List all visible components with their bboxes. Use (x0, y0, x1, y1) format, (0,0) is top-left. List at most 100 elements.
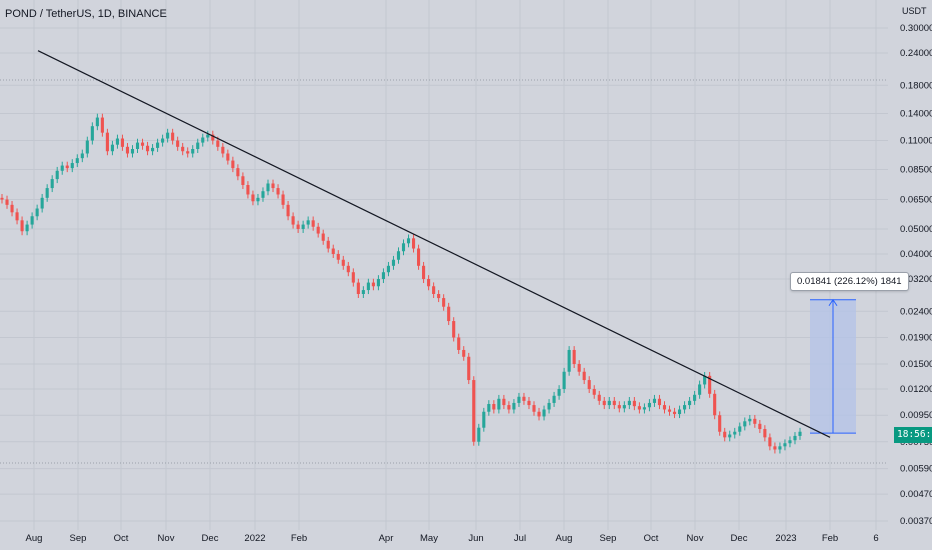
candle-body (647, 402, 651, 408)
candle-body (35, 208, 39, 217)
x-tick-label: 6 (873, 533, 878, 544)
x-tick-label: Aug (556, 533, 573, 544)
candle-body (351, 272, 355, 283)
currency-label: USDT (902, 6, 927, 16)
candle-body (145, 145, 150, 152)
candle-body (547, 402, 551, 410)
candle-body (743, 421, 747, 427)
x-tick-label: Feb (291, 533, 307, 544)
candle-body (216, 140, 220, 147)
candle-body (361, 290, 365, 294)
candle-body (15, 212, 19, 221)
x-tick-label: Oct (114, 533, 129, 544)
x-tick-label: Jun (468, 533, 483, 544)
candle-body (135, 142, 140, 150)
candle-body (85, 140, 89, 154)
candle-body (236, 168, 240, 177)
candle-body (376, 279, 380, 287)
trendline-segment[interactable] (37, 50, 831, 438)
candle-body (221, 146, 225, 154)
x-tick-label: Sep (600, 533, 617, 544)
candle-body (171, 132, 175, 141)
candle-body (266, 183, 270, 192)
candle-body (632, 400, 636, 407)
x-tick-label: Nov (687, 533, 704, 544)
candle-body (201, 137, 205, 143)
candle-body (693, 394, 697, 401)
candle-body (366, 282, 370, 291)
candle-body (241, 176, 245, 185)
candle-body (572, 349, 576, 365)
y-tick-label: 0.14000 (900, 108, 932, 119)
candle-body (256, 197, 260, 202)
candle-body (577, 364, 581, 372)
candle-body (196, 142, 200, 150)
current-price-tag: 18:56:39 (894, 427, 932, 443)
candle-body (231, 160, 235, 169)
price-axis[interactable]: USDT 0.30000 0.24000 0.18000 0.14000 0.11000… (900, 6, 932, 527)
candle-body (637, 406, 641, 410)
candle-body (728, 434, 732, 438)
measure-label: 0.01841 (226.12%) 1841 (790, 272, 909, 291)
candle-body (788, 440, 792, 444)
candle-body (296, 224, 300, 229)
y-tick-label: 0.03200 (900, 274, 932, 285)
candle-body (341, 259, 345, 266)
time-axis[interactable]: Aug Sep Oct Nov Dec 2022 Feb Apr May Jun Jul Aug Sep… (26, 533, 879, 544)
candle-body (70, 163, 74, 169)
candle-body (753, 418, 757, 424)
candle-body (125, 146, 130, 154)
chart-title: POND / TetherUS, 1D, BINANCE (5, 8, 167, 20)
candle-body (657, 398, 662, 406)
candle-body (401, 243, 406, 252)
candle-body (507, 405, 511, 410)
candle-body (151, 147, 155, 152)
candle-body (206, 134, 210, 138)
candle-body (130, 149, 135, 154)
candle-body (286, 204, 290, 217)
candle-body (522, 396, 526, 401)
candle-body (642, 407, 646, 410)
candle-body (386, 265, 391, 273)
candle-body (567, 349, 571, 372)
candle-body (45, 188, 49, 198)
x-tick-label: May (420, 533, 438, 544)
candle-body (552, 395, 556, 403)
measure-tool[interactable] (810, 298, 856, 434)
candle-body (542, 409, 546, 417)
candle-body (50, 179, 54, 189)
candle-body (582, 371, 586, 381)
candle-body (316, 226, 320, 234)
y-tick-label: 0.01900 (900, 332, 932, 343)
candle-body (336, 253, 340, 260)
candle-body (683, 405, 687, 410)
y-tick-label: 0.30000 (900, 23, 932, 34)
candle-body (622, 405, 626, 409)
candle-body (723, 431, 727, 438)
candle-body (592, 389, 596, 395)
candle-body (652, 398, 657, 403)
candle-body (462, 349, 466, 357)
candle-body (427, 279, 431, 287)
candle-body (110, 144, 114, 152)
grid-lines (0, 0, 888, 530)
candle-body (482, 411, 486, 428)
candle-body (321, 233, 325, 241)
candle-body (331, 248, 335, 254)
candle-body (176, 140, 180, 147)
candle-body (181, 146, 185, 152)
candle-body (733, 431, 737, 435)
candle-body (597, 394, 601, 401)
trendline[interactable] (37, 50, 831, 438)
y-tick-label: 0.11000 (900, 136, 932, 147)
candle-body (156, 142, 160, 148)
candle-body (251, 194, 255, 202)
candle-body (452, 321, 456, 338)
candle-body (447, 306, 451, 322)
x-tick-label: Feb (822, 533, 838, 544)
y-tick-label: 0.05000 (900, 224, 932, 235)
candle-body (356, 282, 360, 294)
y-tick-label: 0.01500 (900, 359, 932, 370)
candle-body (417, 248, 421, 266)
